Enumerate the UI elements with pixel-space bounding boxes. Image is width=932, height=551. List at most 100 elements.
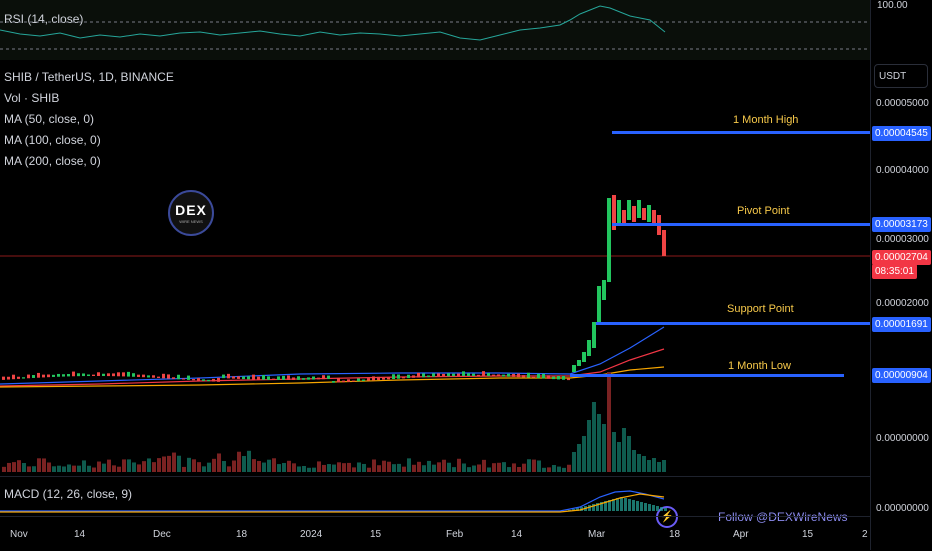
volume-bar — [157, 458, 161, 472]
rsi-legend[interactable]: RSI (14, close) — [4, 12, 84, 26]
candle — [342, 380, 345, 383]
candle — [392, 374, 395, 380]
volume-bar — [347, 462, 351, 472]
candle — [602, 280, 606, 300]
currency-selector[interactable]: USDT — [874, 64, 928, 88]
ma50-legend[interactable]: MA (50, close, 0) — [4, 112, 95, 126]
volume-bar — [77, 465, 81, 472]
volume-bar — [182, 466, 186, 472]
candle — [522, 375, 525, 378]
volume-bar — [532, 459, 536, 472]
candle — [202, 379, 205, 381]
volume-bar — [172, 452, 176, 472]
volume-bar — [472, 465, 476, 472]
price-tick-2: 0.00004000 — [876, 165, 929, 176]
volume-bar — [257, 460, 261, 472]
volume-bar — [127, 459, 131, 472]
candle — [207, 379, 210, 382]
candle — [632, 206, 636, 222]
follow-text: Follow @DEXWireNews — [718, 510, 848, 524]
volume-bar — [547, 467, 551, 472]
macd-hist-bar — [644, 503, 647, 511]
candle — [617, 200, 621, 225]
volume-bar — [332, 464, 336, 472]
macd-hist-bar — [588, 505, 591, 511]
macd-hist-bar — [648, 504, 651, 511]
support-line[interactable] — [596, 322, 870, 325]
volume-bar — [202, 466, 206, 472]
candle — [652, 210, 656, 225]
candle — [237, 376, 240, 379]
candle — [42, 374, 45, 378]
volume-bar — [557, 466, 561, 472]
volume-bar — [652, 458, 656, 472]
volume-bar — [27, 466, 31, 472]
rsi-axis-value: 100.00 — [877, 0, 908, 11]
macd-hist-bar — [600, 502, 603, 511]
volume-bar — [367, 467, 371, 472]
candle — [612, 195, 616, 230]
candle — [362, 379, 365, 381]
ma200-legend[interactable]: MA (200, close, 0) — [4, 154, 101, 168]
volume-bar — [657, 462, 661, 472]
time-label: 18 — [236, 529, 248, 540]
candle — [57, 373, 60, 377]
ma100-legend[interactable]: MA (100, close, 0) — [4, 133, 101, 147]
lightning-icon[interactable]: ⚡ — [656, 506, 678, 528]
candle — [122, 372, 125, 377]
dex-logo: DEX WIRE NEWS — [168, 190, 214, 236]
candle — [642, 208, 646, 220]
volume-bar — [447, 462, 451, 472]
symbol-title[interactable]: SHIB / TetherUS, 1D, BINANCE — [4, 70, 174, 84]
volume-bar — [502, 462, 506, 472]
volume-bar — [662, 460, 666, 472]
ma100-line — [0, 348, 665, 387]
volume-bar — [592, 402, 596, 472]
countdown-tag: 08:35:01 — [872, 264, 917, 279]
volume-bar — [32, 466, 36, 472]
candle — [337, 377, 340, 383]
time-axis[interactable]: Nov 14 Dec 18 2024 15 Feb 14 Mar 18 Apr … — [0, 516, 870, 551]
month-low-line[interactable] — [570, 374, 844, 377]
time-label: 14 — [511, 529, 523, 540]
candle — [327, 375, 330, 379]
volume-bar — [117, 466, 121, 472]
candle — [182, 378, 185, 380]
month-high-line[interactable] — [612, 131, 886, 134]
volume-legend[interactable]: Vol · SHIB — [4, 91, 60, 105]
time-label: Nov — [10, 529, 28, 540]
volume-bar — [437, 462, 441, 472]
rsi-chart — [0, 5, 870, 50]
volume-bar — [562, 467, 566, 472]
volume-bar — [467, 467, 471, 472]
volume-bar — [402, 466, 406, 472]
volume-bar — [482, 459, 486, 472]
volume-bar — [552, 465, 556, 472]
macd-legend[interactable]: MACD (12, 26, close, 9) — [4, 487, 133, 501]
macd-hist-bar — [656, 506, 659, 511]
volume-bar — [287, 460, 291, 472]
time-label: 14 — [74, 529, 86, 540]
price-tick-3: 0.00003000 — [876, 234, 929, 245]
candle — [82, 373, 85, 377]
macd-hist-bar — [616, 498, 619, 511]
pivot-line[interactable] — [612, 223, 872, 226]
rsi-pane[interactable]: RSI (14, close) — [0, 0, 870, 60]
volume-bar — [647, 460, 651, 472]
volume-bar — [222, 461, 226, 472]
volume-bar — [627, 436, 631, 472]
volume-bar — [422, 465, 426, 472]
candle — [572, 365, 576, 372]
candle — [277, 376, 280, 380]
candle — [107, 373, 110, 377]
volume-bar — [2, 466, 6, 472]
candle — [317, 377, 320, 380]
candle — [487, 372, 490, 377]
volume-bar — [282, 462, 286, 472]
volume-bar — [187, 457, 191, 472]
pivot-price-tag: 0.00003173 — [872, 217, 931, 232]
volume-bar — [177, 455, 181, 472]
macd-pane[interactable]: MACD (12, 26, close, 9) — [0, 476, 870, 517]
main-chart-pane[interactable]: SHIB / TetherUS, 1D, BINANCE Vol · SHIB … — [0, 60, 886, 528]
candle — [502, 374, 505, 377]
